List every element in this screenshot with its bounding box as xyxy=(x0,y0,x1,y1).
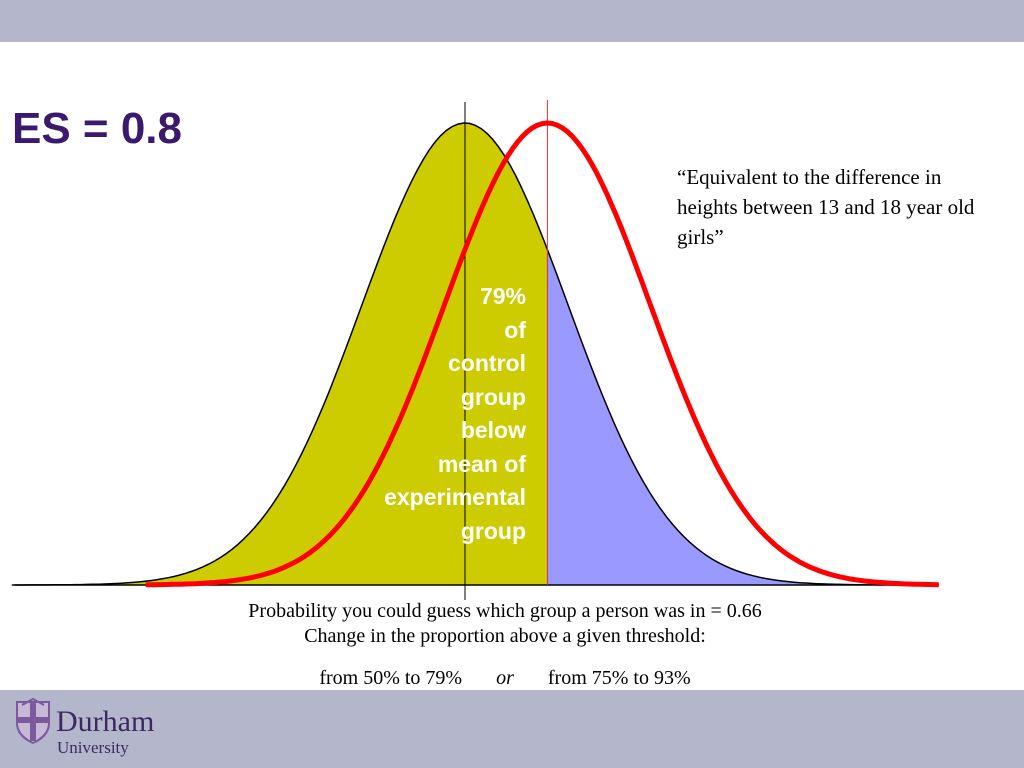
threshold-from-75: from 75% to 93% xyxy=(547,667,691,689)
threshold-caption: Change in the proportion above a given t… xyxy=(304,625,706,647)
label-line: below xyxy=(460,417,526,443)
proportion-label: 79% of control group below mean of exper… xyxy=(300,280,526,548)
top-bar xyxy=(0,0,1024,42)
label-line: mean of xyxy=(437,450,526,477)
control-above-fill xyxy=(547,249,939,585)
threshold-values: from 50% to 79% or from 75% to 93% xyxy=(0,667,1010,690)
label-line: group xyxy=(460,517,526,544)
university-crest-icon xyxy=(16,697,50,744)
durham-university-logo: Durham University xyxy=(14,697,214,761)
experimental-curve xyxy=(145,120,939,588)
label-line: group xyxy=(460,383,526,410)
label-line: of xyxy=(504,316,526,343)
control-curve xyxy=(11,122,939,586)
bottom-bar xyxy=(0,690,1024,768)
control-below-fill xyxy=(11,123,548,585)
normal-distribution-chart xyxy=(11,100,939,600)
label-line: experimental xyxy=(384,484,526,510)
height-comparison-quote: “Equivalent to the difference in heights… xyxy=(677,165,975,249)
label-line: control xyxy=(448,350,526,376)
logo-subtitle: University xyxy=(57,738,129,757)
logo-name: Durham xyxy=(56,705,155,738)
or-word: or xyxy=(496,667,514,689)
slide-title: ES = 0.8 xyxy=(12,104,183,153)
label-line: 79% xyxy=(479,283,526,309)
threshold-from-50: from 50% to 79% xyxy=(319,667,463,689)
probability-caption: Probability you could guess which group … xyxy=(248,600,762,622)
